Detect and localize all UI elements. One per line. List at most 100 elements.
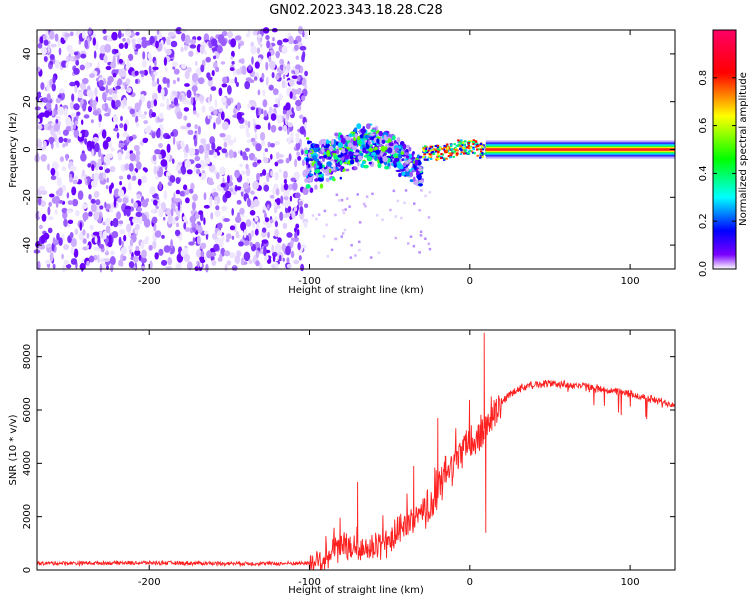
spectrogram-cell bbox=[220, 61, 226, 65]
spectrogram-cell bbox=[300, 263, 305, 272]
spectrogram-cell bbox=[281, 80, 286, 89]
spectrogram-cell bbox=[95, 40, 99, 50]
spectrogram-cell bbox=[294, 192, 301, 199]
spectrogram-cell bbox=[135, 31, 140, 36]
spectrogram-cell bbox=[279, 64, 284, 70]
spectrogram-cell bbox=[198, 144, 204, 154]
spectrogram-cell bbox=[261, 140, 266, 146]
spectrogram-cell bbox=[113, 127, 119, 132]
spectrogram-cell bbox=[314, 169, 320, 174]
spectrogram-cell bbox=[123, 208, 129, 215]
spectrogram-cell bbox=[120, 68, 127, 78]
spectrogram-cell bbox=[158, 208, 164, 218]
spectrogram-cell bbox=[448, 148, 451, 151]
spectrogram-cell bbox=[157, 84, 162, 94]
spectrogram-cell bbox=[317, 213, 321, 216]
spectrogram-cell bbox=[109, 165, 116, 173]
spectrogram-cell bbox=[179, 190, 185, 197]
spectrogram-cell bbox=[86, 244, 89, 249]
spectrogram-cell bbox=[176, 111, 183, 120]
spectrogram-cell bbox=[380, 145, 387, 153]
spectrogram-cell bbox=[137, 178, 142, 186]
spectrogram-cell bbox=[462, 147, 465, 150]
spectrogram-cell bbox=[256, 221, 260, 230]
spectrogram-cell bbox=[283, 183, 289, 191]
spectrogram-cell bbox=[193, 148, 200, 156]
spectrogram-cell bbox=[443, 158, 446, 161]
spectrogram-cell bbox=[416, 180, 419, 187]
spectrogram-cell bbox=[200, 64, 205, 73]
spectrogram-cell bbox=[242, 182, 249, 190]
spectrogram-cell bbox=[58, 136, 64, 143]
spectrogram-cell bbox=[174, 229, 181, 236]
spectrogram-cell bbox=[177, 143, 181, 151]
spectrogram-cell bbox=[430, 153, 433, 156]
spectrogram-cell bbox=[155, 204, 158, 209]
spectrogram-cell bbox=[340, 235, 343, 238]
spectrogram-cell bbox=[135, 121, 139, 128]
y-tick-label: 6000 bbox=[22, 397, 33, 422]
spectrogram-cell bbox=[406, 167, 409, 172]
spectrogram-cell bbox=[104, 43, 112, 53]
spectrogram-cell bbox=[282, 257, 285, 262]
spectrogram-cell bbox=[438, 149, 441, 151]
spectrogram-cell bbox=[409, 235, 413, 238]
spectrogram-cell bbox=[183, 253, 190, 263]
spectrogram-cell bbox=[38, 243, 46, 250]
spectrogram-cell bbox=[267, 141, 271, 148]
spectrogram-cell bbox=[122, 132, 129, 138]
spectrogram-cell bbox=[99, 86, 106, 92]
spectrogram-cell bbox=[104, 168, 111, 174]
spectrogram-cell bbox=[128, 136, 134, 142]
spectrogram-cell bbox=[137, 206, 142, 213]
spectrogram-cell bbox=[184, 45, 188, 51]
spectrogram-cell bbox=[414, 159, 419, 166]
spectrogram-cell bbox=[309, 173, 314, 176]
spectrogram-cell bbox=[148, 244, 153, 251]
spectrogram-cell bbox=[291, 107, 294, 114]
spectrogram-cell bbox=[144, 111, 147, 115]
colorbar-tick-label: 0.8 bbox=[698, 70, 709, 86]
spectrogram-cell bbox=[449, 156, 452, 159]
spectrogram-cell bbox=[259, 43, 263, 48]
spectrogram-cell bbox=[47, 44, 51, 53]
spectrogram-cell bbox=[175, 164, 181, 171]
spectrogram-cell bbox=[224, 190, 232, 199]
spectrogram-cell bbox=[306, 137, 310, 140]
colorbar-tick-label: 0.2 bbox=[698, 213, 709, 229]
spectrogram-cell bbox=[307, 164, 311, 168]
spectrogram-cell bbox=[132, 218, 136, 223]
spectrogram-cell bbox=[350, 131, 356, 134]
spectrogram-cell bbox=[104, 251, 110, 256]
spectrogram-cell bbox=[299, 200, 303, 207]
spectrogram-cell bbox=[401, 158, 405, 161]
spectrogram-cell bbox=[206, 157, 211, 165]
spectrogram-cell bbox=[240, 221, 247, 231]
spectrogram-cell bbox=[401, 171, 406, 176]
spectrogram-cell bbox=[236, 212, 241, 221]
spectrogram-cell bbox=[227, 139, 234, 146]
spectrogram-cell bbox=[87, 163, 92, 168]
spectrogram-cell bbox=[337, 142, 343, 148]
spectrogram-cell bbox=[428, 191, 432, 194]
spectrogram-cell bbox=[40, 47, 47, 55]
spectrogram-cell bbox=[444, 145, 448, 148]
spectrogram-cell bbox=[344, 154, 350, 160]
spectrogram-cell bbox=[423, 151, 427, 154]
spectrogram-cell bbox=[82, 30, 86, 39]
spectrogram-cell bbox=[92, 231, 100, 236]
spectrogram-cell bbox=[166, 135, 171, 139]
spectrogram-cell bbox=[122, 197, 129, 204]
spectrogram-cell bbox=[472, 146, 475, 149]
spectrogram-cell bbox=[158, 143, 163, 148]
spectrogram-cell bbox=[411, 169, 415, 173]
spectrogram-cell bbox=[337, 154, 343, 158]
spectrogram-cell bbox=[421, 147, 425, 150]
spectrogram-cell bbox=[266, 172, 270, 183]
spectrogram-cell bbox=[274, 171, 279, 181]
spectrogram-cell bbox=[417, 176, 422, 180]
spectrogram-cell bbox=[182, 216, 187, 221]
spectrogram-cell bbox=[362, 126, 365, 129]
spectrogram-cell bbox=[270, 170, 274, 176]
spectrogram-cell bbox=[152, 92, 158, 102]
